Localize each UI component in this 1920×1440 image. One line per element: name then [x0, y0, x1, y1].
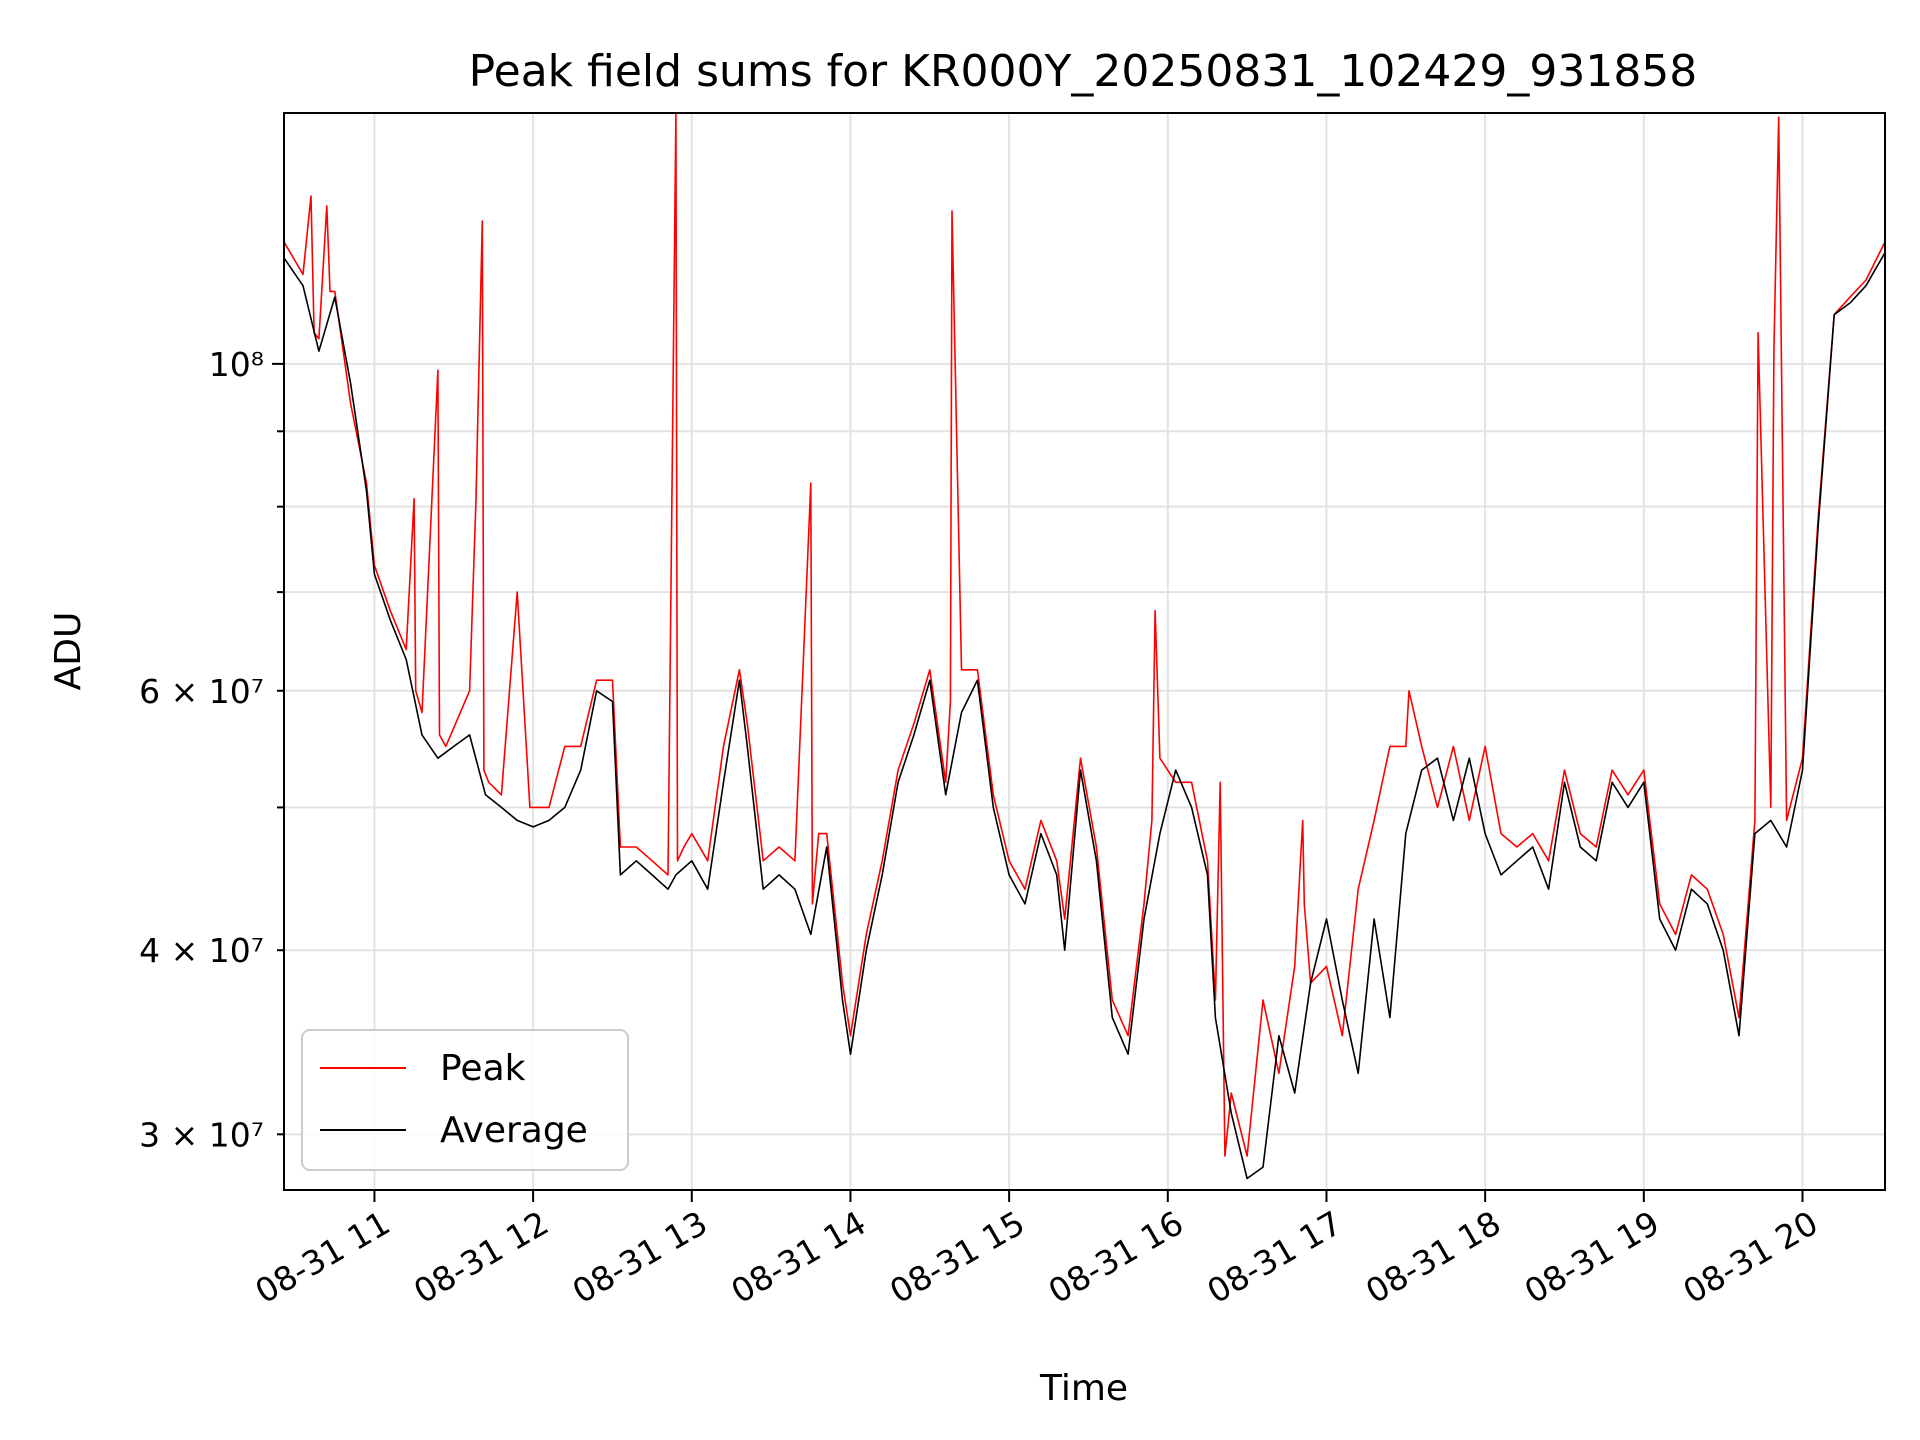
x-axis-label: Time: [1039, 1368, 1128, 1409]
legend-box: [301, 1029, 629, 1171]
legend-label-average: Average: [440, 1110, 588, 1151]
plot-frame: [283, 112, 1886, 1191]
y-tick-label: 4 × 10⁷: [139, 931, 264, 970]
legend: Peak Average: [301, 1029, 629, 1171]
chart-title: Peak field sums for KR000Y_20250831_1024…: [469, 46, 1698, 97]
grid: [284, 113, 1885, 1190]
y-axis-label: ADU: [48, 612, 89, 691]
y-tick-label: 3 × 10⁷: [139, 1115, 264, 1154]
legend-label-peak: Peak: [440, 1048, 526, 1089]
series-line-peak: [284, 113, 1885, 1157]
series-layer: [284, 113, 1885, 1180]
series-line-average: [284, 252, 1885, 1180]
y-tick-label: 6 × 10⁷: [139, 672, 264, 711]
y-tick-label: 10⁸: [209, 345, 264, 384]
